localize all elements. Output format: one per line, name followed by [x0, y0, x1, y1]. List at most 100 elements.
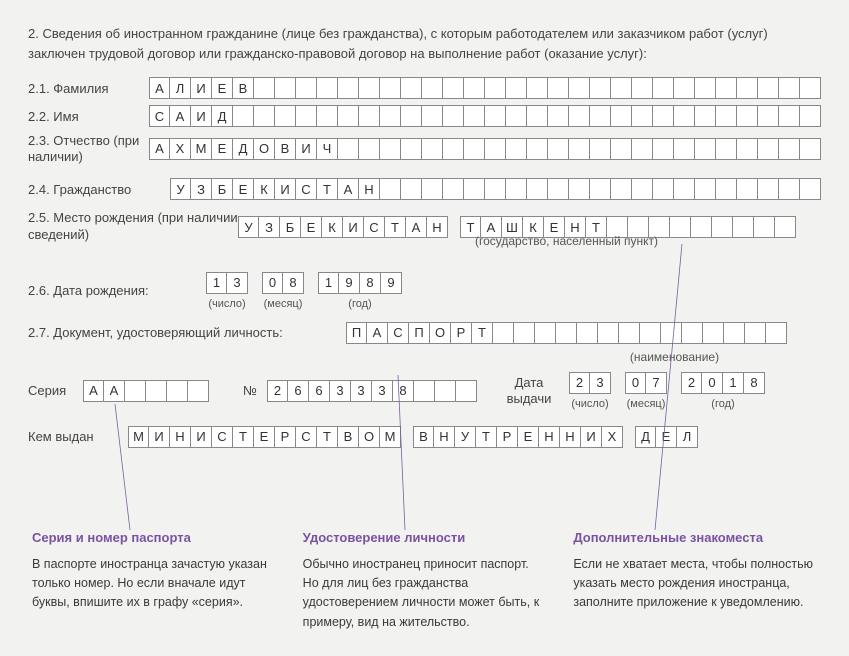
cell: И [296, 138, 317, 160]
cell: 8 [360, 272, 381, 294]
cell: Е [254, 426, 275, 448]
cell: Н [359, 178, 380, 200]
field-issue-day[interactable]: 23 [569, 372, 611, 394]
cell [527, 138, 548, 160]
cell: 2 [681, 372, 702, 394]
cell [443, 77, 464, 99]
label-birthdate: 2.6. Дата рождения: [28, 283, 206, 298]
cell: 1 [318, 272, 339, 294]
cell: Н [434, 426, 455, 448]
cell: Е [233, 178, 254, 200]
cell [653, 178, 674, 200]
cell: Е [518, 426, 539, 448]
cell [422, 105, 443, 127]
field-birth-year[interactable]: 1989 [318, 272, 402, 294]
cell: У [455, 426, 476, 448]
hint-month-2: (месяц) [627, 398, 666, 410]
cell [640, 322, 661, 344]
field-number[interactable]: 2663338 [267, 380, 477, 402]
cell: В [233, 77, 254, 99]
cell: 7 [646, 372, 667, 394]
section-intro: 2. Сведения об иностранном гражданине (л… [28, 24, 821, 63]
cell [703, 322, 724, 344]
field-series[interactable]: АА [83, 380, 209, 402]
cell [456, 380, 477, 402]
cell [632, 77, 653, 99]
field-issue-year[interactable]: 2018 [681, 372, 765, 394]
hint-day: (число) [208, 298, 245, 310]
cell: Д [635, 426, 656, 448]
cell [527, 178, 548, 200]
cell [422, 77, 443, 99]
field-patronymic[interactable]: АХМЕДОВИЧ [149, 138, 821, 160]
cell [380, 105, 401, 127]
cell [611, 105, 632, 127]
cell: Л [170, 77, 191, 99]
cell [800, 105, 821, 127]
cell [296, 77, 317, 99]
cell: А [149, 77, 170, 99]
cell [758, 138, 779, 160]
cell [758, 178, 779, 200]
cell [569, 77, 590, 99]
cell: Н [539, 426, 560, 448]
field-birth-day[interactable]: 13 [206, 272, 248, 294]
hint-month: (месяц) [264, 298, 303, 310]
cell: У [238, 216, 259, 238]
cell [569, 105, 590, 127]
cell [485, 178, 506, 200]
cell: А [83, 380, 104, 402]
cell [632, 105, 653, 127]
label-series: Серия [28, 383, 83, 398]
field-issued-by-3[interactable]: ДЕЛ [635, 426, 698, 448]
cell: Т [385, 216, 406, 238]
cell [485, 77, 506, 99]
cell: 1 [723, 372, 744, 394]
field-issued-by-1[interactable]: МИНИСТЕРСТВОМ [128, 426, 401, 448]
cell: 8 [393, 380, 414, 402]
footnote-extra-body: Если не хватает места, чтобы полностью у… [573, 555, 818, 613]
label-issued-by: Кем выдан [28, 429, 128, 444]
cell [464, 77, 485, 99]
cell [800, 178, 821, 200]
label-issue-date: Дата выдачи [499, 375, 559, 406]
cell: М [191, 138, 212, 160]
field-issue-month[interactable]: 07 [625, 372, 667, 394]
doc-hint: (наименование) [528, 350, 821, 364]
cell [779, 178, 800, 200]
cell [674, 77, 695, 99]
cell [674, 178, 695, 200]
cell [548, 178, 569, 200]
cell [401, 77, 422, 99]
cell [695, 105, 716, 127]
field-issued-by-2[interactable]: ВНУТРЕННИХ [413, 426, 623, 448]
cell [577, 322, 598, 344]
form-grid: 2.1. Фамилия АЛИЕВ 2.2. Имя САИД 2.3. От… [28, 77, 821, 448]
cell: Д [212, 105, 233, 127]
field-birth-month[interactable]: 08 [262, 272, 304, 294]
cell [737, 138, 758, 160]
cell: У [170, 178, 191, 200]
cell [338, 105, 359, 127]
cell [682, 322, 703, 344]
cell [188, 380, 209, 402]
field-doc-name[interactable]: ПАСПОРТ [346, 322, 787, 344]
field-birthplace-country[interactable]: УЗБЕКИСТАН [238, 216, 448, 238]
field-surname[interactable]: АЛИЕВ [149, 77, 821, 99]
cell [695, 77, 716, 99]
label-number: № [243, 383, 267, 398]
field-name[interactable]: САИД [149, 105, 821, 127]
hint-year-2: (год) [711, 398, 734, 410]
cell [493, 322, 514, 344]
cell [590, 77, 611, 99]
cell: Р [497, 426, 518, 448]
field-citizenship[interactable]: УЗБЕКИСТАН [170, 178, 821, 200]
cell: 9 [339, 272, 360, 294]
cell: Н [170, 426, 191, 448]
cell [464, 138, 485, 160]
cell [733, 216, 754, 238]
cell: 2 [267, 380, 288, 402]
cell [716, 138, 737, 160]
hint-day-2: (число) [571, 398, 608, 410]
cell: И [275, 178, 296, 200]
